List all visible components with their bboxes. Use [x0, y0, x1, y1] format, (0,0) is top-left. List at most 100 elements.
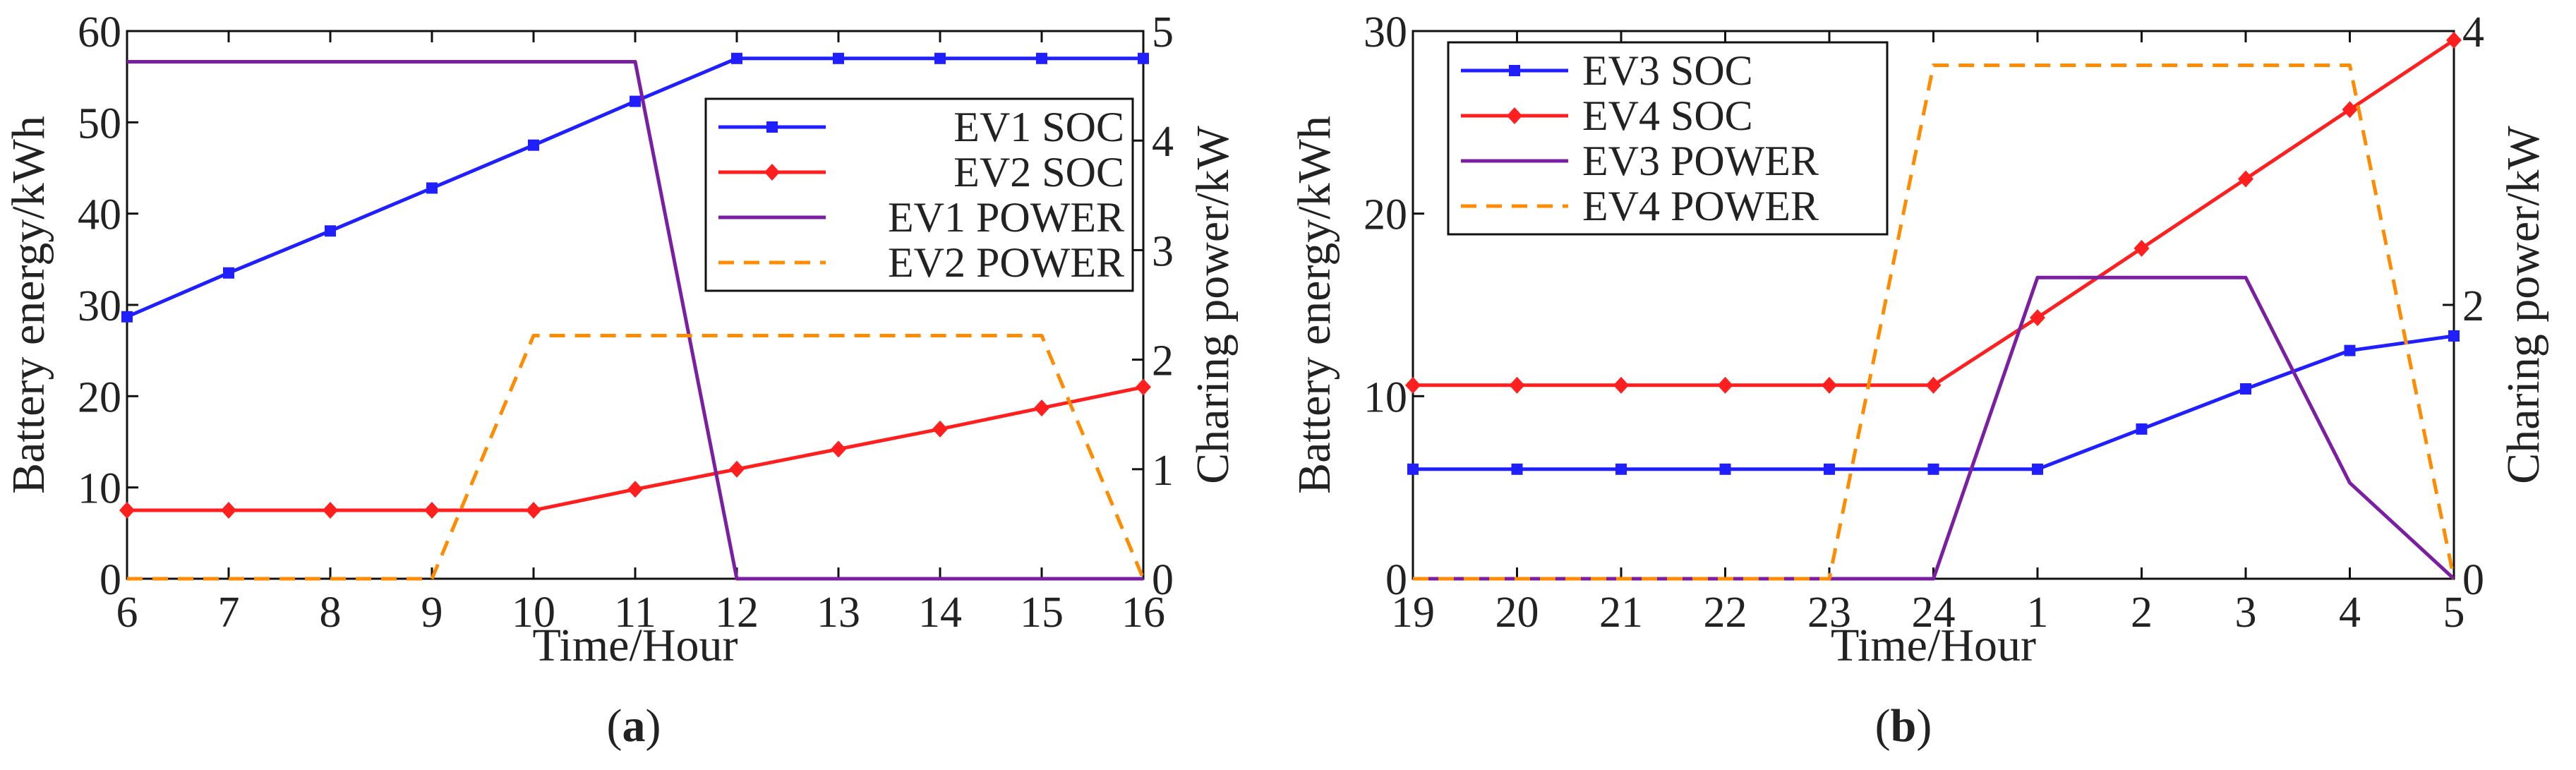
data-point-ev2-soc	[323, 502, 338, 519]
data-point-ev2-soc	[526, 502, 541, 519]
x-tick-label: 4	[2339, 589, 2361, 637]
data-point-ev1-soc	[833, 52, 844, 64]
data-point-ev4-soc	[1509, 376, 1525, 394]
legend-label: EV3 POWER	[1582, 138, 1819, 184]
y2-tick-label: 3	[1152, 227, 1174, 275]
data-point-ev3-soc	[1824, 463, 1835, 475]
data-point-ev1-soc	[528, 139, 539, 151]
y-tick-label: 50	[78, 100, 121, 148]
y2-tick-label: 0	[2462, 556, 2484, 604]
legend-marker-ev3-soc	[1509, 65, 1520, 76]
x-tick-label: 8	[320, 589, 342, 637]
y2-tick-label: 1	[1152, 447, 1174, 495]
panel-b: 19 20 21 22 23 24 1 2 3 4 50102030024Time/HourBatt…	[1289, 8, 2549, 752]
data-point-ev2-soc	[627, 481, 643, 498]
data-point-ev3-soc	[1719, 463, 1731, 475]
data-point-ev1-soc	[223, 267, 234, 279]
data-point-ev2-soc	[424, 502, 440, 519]
x-tick-label: 9	[421, 589, 443, 637]
caption-close-paren: )	[1916, 700, 1932, 752]
data-point-ev4-soc	[1925, 376, 1942, 394]
data-point-ev1-soc	[426, 182, 438, 194]
x-tick-label: 3	[2235, 589, 2257, 637]
data-point-ev1-soc	[731, 52, 742, 64]
legend-label: EV1 POWER	[888, 194, 1124, 241]
panel-caption: (a)	[607, 700, 661, 752]
y-tick-label: 10	[78, 465, 121, 513]
data-point-ev4-soc	[2342, 101, 2358, 119]
panel-a: 6 7 8 9 10 11 12 13 14 15 160102030405060012345Tim…	[3, 8, 1239, 752]
data-point-ev2-soc	[1034, 399, 1049, 417]
data-point-ev2-soc	[221, 502, 236, 519]
data-point-ev1-soc	[934, 52, 946, 64]
legend-label: EV4 SOC	[1582, 92, 1753, 139]
data-point-ev3-soc	[2240, 383, 2251, 395]
series-line-ev3-soc	[1413, 334, 2454, 471]
y-tick-label: 30	[78, 282, 121, 330]
legend-marker-ev4-soc	[1507, 107, 1522, 124]
data-point-ev4-soc	[2133, 239, 2150, 257]
legend-label: EV4 POWER	[1582, 183, 1819, 229]
y-tick-label: 30	[1364, 8, 1407, 56]
data-point-ev3-soc	[1927, 463, 1939, 475]
data-point-ev4-soc	[1613, 376, 1629, 394]
series-line-ev4-power	[1413, 64, 2454, 581]
y-tick-label: 40	[78, 191, 121, 239]
x-tick-label: 21	[1599, 589, 1643, 637]
x-tick-label: 2	[2131, 589, 2153, 637]
y-tick-label: 20	[1364, 191, 1407, 239]
data-point-ev2-soc	[1136, 378, 1151, 396]
x-tick-label: 22	[1704, 589, 1747, 637]
data-point-ev2-soc	[932, 420, 948, 438]
caption-open-paren: (	[607, 700, 622, 752]
data-point-ev1-soc	[630, 95, 641, 107]
data-point-ev3-soc	[2032, 463, 2043, 475]
x-tick-label: 1	[2027, 589, 2049, 637]
caption-letter: b	[1891, 700, 1917, 752]
data-point-ev4-soc	[1717, 376, 1733, 394]
data-point-ev2-soc	[729, 460, 745, 478]
y-tick-label: 0	[100, 556, 121, 604]
y2-axis-label: Charing power/kW	[1187, 125, 1239, 483]
series-line-ev1-power	[127, 60, 1143, 581]
x-tick-label: 16	[1121, 589, 1165, 637]
data-point-ev2-soc	[119, 502, 135, 519]
data-point-ev4-soc	[2030, 309, 2045, 327]
x-tick-label: 14	[918, 589, 962, 637]
y2-tick-label: 0	[1152, 556, 1174, 604]
y2-tick-label: 5	[1152, 8, 1174, 56]
y-axis-label: Battery energy/kWh	[3, 116, 54, 494]
caption-open-paren: (	[1875, 700, 1891, 752]
x-tick-label: 15	[1020, 589, 1064, 637]
y-tick-label: 20	[78, 373, 121, 421]
data-point-ev2-soc	[831, 440, 846, 458]
series-line-ev2-power	[127, 334, 1143, 581]
data-point-ev3-soc	[1511, 463, 1523, 475]
y-tick-label: 0	[1385, 556, 1407, 604]
x-tick-label: 5	[2443, 589, 2465, 637]
x-tick-label: 19	[1391, 589, 1435, 637]
legend-marker-ev2-soc	[764, 164, 780, 181]
data-point-ev1-soc	[1138, 52, 1149, 64]
y-tick-label: 10	[1364, 373, 1407, 421]
panel-caption: (b)	[1875, 700, 1932, 752]
x-tick-label: 20	[1495, 589, 1539, 637]
data-point-ev1-soc	[325, 225, 336, 237]
legend-label: EV1 SOC	[953, 104, 1124, 150]
x-axis-label: Time/Hour	[533, 620, 738, 671]
x-tick-label: 11	[614, 589, 656, 637]
y-axis-label: Battery energy/kWh	[1289, 116, 1340, 494]
legend-label: EV2 POWER	[888, 239, 1124, 286]
legend-marker-ev1-soc	[766, 121, 778, 133]
data-point-ev3-soc	[2448, 330, 2460, 342]
caption-close-paren: )	[646, 700, 661, 752]
caption-letter: a	[622, 700, 646, 752]
legend-label: EV2 SOC	[953, 149, 1124, 195]
x-axis-label: Time/Hour	[1831, 620, 2036, 671]
data-point-ev3-soc	[2344, 344, 2356, 356]
data-point-ev4-soc	[2238, 170, 2253, 188]
data-point-ev4-soc	[1405, 376, 1421, 394]
